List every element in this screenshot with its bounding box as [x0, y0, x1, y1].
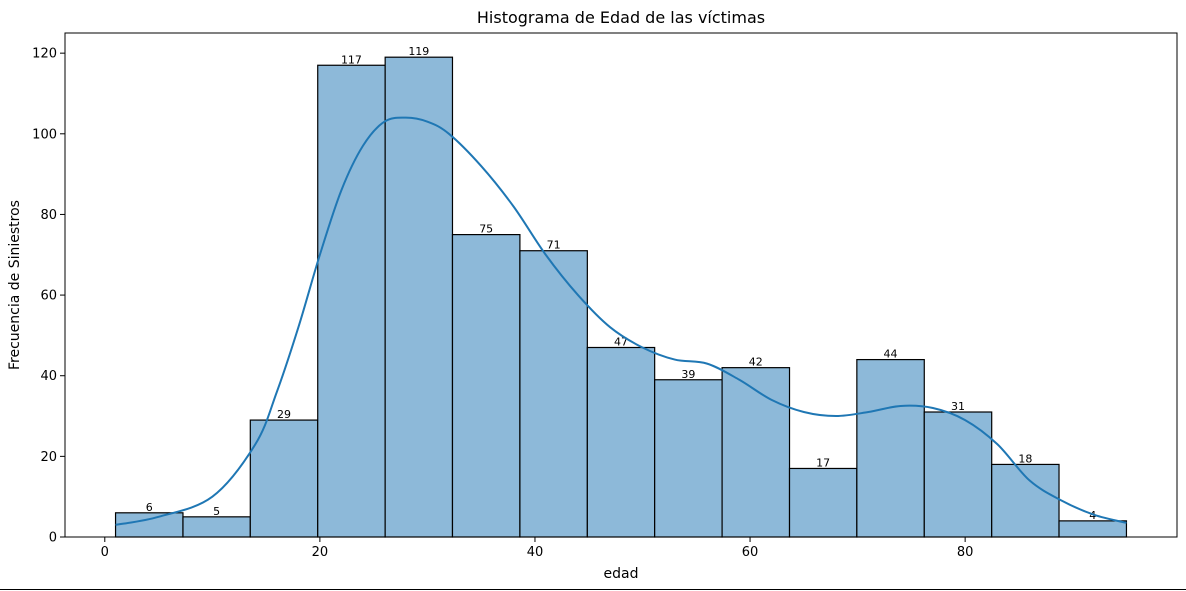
histogram-bar [991, 463, 1060, 538]
bar-value-label: 71 [547, 239, 561, 252]
y-axis-ticks: 0 20 40 60 80 100 120 [32, 47, 65, 546]
histogram-bar [451, 234, 521, 538]
histogram-bar [788, 467, 858, 538]
histogram-bar [114, 512, 184, 538]
bar-value-label: 6 [146, 501, 153, 514]
x-tick-label: 0 [101, 545, 109, 560]
bar-value-label: 119 [408, 45, 429, 58]
histogram-bar [182, 516, 251, 538]
x-tick-label: 60 [742, 545, 759, 560]
x-tick-label: 20 [312, 545, 329, 560]
histogram-bar [721, 367, 791, 538]
bar-value-label: 117 [341, 53, 362, 66]
y-tick-label: 40 [40, 369, 57, 384]
chart-title: Histograma de Edad de las víctimas [477, 8, 765, 27]
plot-area-frame [64, 32, 1178, 538]
bar-value-label: 75 [479, 223, 493, 236]
bar-value-label: 44 [884, 348, 898, 361]
histogram-bar [586, 346, 656, 538]
y-tick-label: 20 [40, 450, 57, 465]
histogram-bar [856, 358, 925, 538]
bar-value-label: 42 [749, 356, 763, 369]
x-tick-label: 80 [957, 545, 974, 560]
bottom-divider [0, 589, 1186, 590]
bar-value-label: 5 [213, 505, 220, 518]
y-axis-label: Frecuencia de Siniestros [7, 200, 23, 370]
y-tick-label: 80 [40, 208, 57, 223]
histogram-bar [1058, 520, 1128, 538]
kde-curve [115, 116, 1127, 526]
y-tick-label: 60 [40, 289, 57, 304]
histogram-bar [654, 379, 723, 538]
bar-value-label: 31 [951, 400, 965, 413]
x-tick-label: 40 [527, 545, 544, 560]
x-axis-label: edad [604, 566, 639, 582]
bar-value-label: 47 [614, 335, 628, 348]
y-tick-label: 0 [49, 531, 57, 546]
histogram-bar [384, 56, 454, 538]
bar-value-label: 17 [816, 456, 830, 469]
histogram-bar [923, 411, 993, 538]
histogram-bar [317, 64, 386, 538]
y-tick-label: 100 [32, 127, 57, 142]
bar-value-label: 18 [1018, 452, 1032, 465]
histogram-bar [519, 250, 588, 538]
histogram-bar [249, 419, 319, 538]
histogram-bars [114, 56, 1128, 538]
bar-value-label: 29 [277, 408, 291, 421]
y-tick-label: 120 [32, 47, 57, 62]
x-axis-ticks: 0 20 40 60 80 [101, 537, 974, 560]
bar-value-label: 39 [681, 368, 695, 381]
